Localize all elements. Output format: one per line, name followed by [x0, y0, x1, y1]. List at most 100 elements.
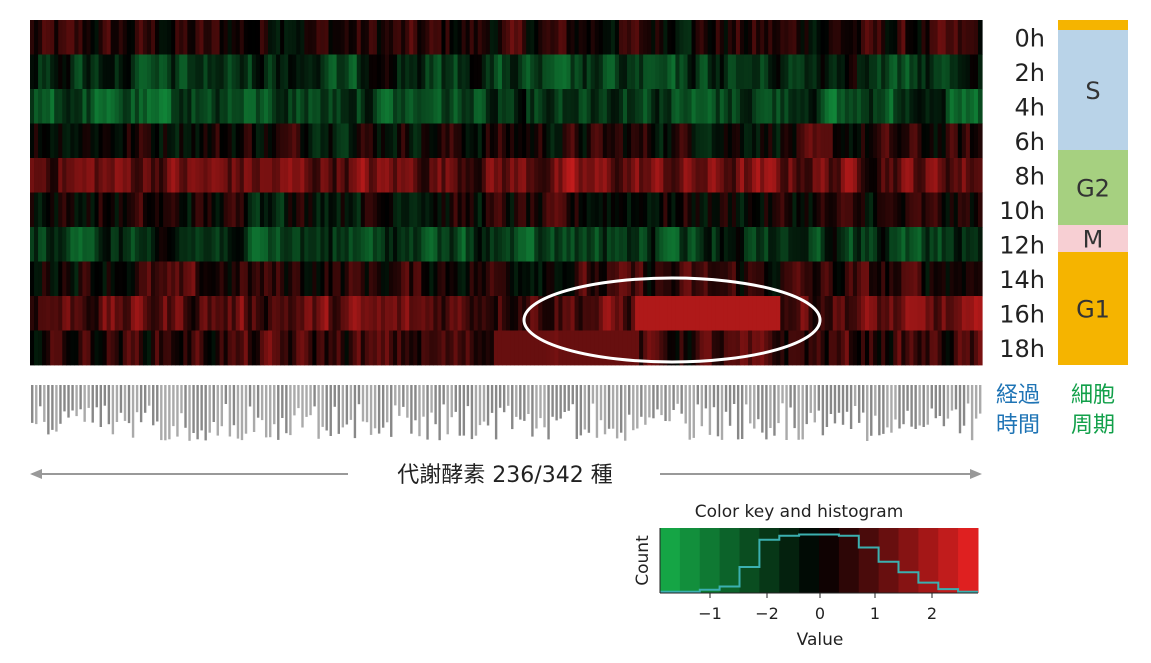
heatmap-cell: [554, 54, 560, 90]
heatmap-cell: [199, 123, 205, 159]
gene-label-mark: [188, 385, 191, 441]
heatmap-cell: [441, 192, 447, 228]
heatmap-cell: [614, 330, 620, 366]
heatmap-cell: [207, 261, 213, 297]
heatmap-cell: [199, 261, 205, 297]
color-key-swatch: [660, 528, 681, 593]
heatmap-cell: [179, 330, 184, 366]
heatmap-cell: [622, 227, 628, 262]
heatmap-cell: [510, 227, 515, 262]
heatmap-cell: [699, 89, 705, 124]
heatmap-cell: [756, 123, 761, 159]
heatmap-cell: [102, 123, 108, 159]
heatmap-cell: [574, 227, 580, 262]
heatmap-cell: [397, 261, 402, 297]
heatmap-cell: [514, 227, 519, 262]
heatmap-cell: [711, 20, 717, 55]
heatmap-cell: [425, 158, 430, 193]
heatmap-cell: [860, 123, 866, 159]
color-key-swatch: [799, 528, 820, 593]
heatmap-cell: [723, 227, 729, 262]
heatmap-cell: [752, 54, 757, 90]
heatmap-cell: [62, 123, 67, 159]
heatmap-cell: [38, 296, 43, 331]
heatmap-cell: [881, 296, 886, 331]
heatmap-cell: [70, 261, 75, 297]
heatmap-cell: [296, 192, 301, 228]
heatmap-cell: [231, 20, 237, 55]
heatmap-cell: [554, 261, 560, 297]
heatmap-cell: [477, 227, 483, 262]
heatmap-cell: [142, 330, 148, 366]
gene-label-mark: [248, 385, 252, 407]
heatmap-cell: [66, 89, 71, 124]
heatmap-cell: [554, 158, 560, 193]
heatmap-cell: [909, 20, 915, 55]
heatmap-cell: [304, 158, 309, 193]
heatmap-cell: [594, 89, 600, 124]
heatmap-cell: [493, 158, 499, 193]
heatmap-cell: [38, 261, 43, 297]
heatmap-cell: [356, 20, 362, 55]
heatmap-cell: [848, 158, 854, 193]
heatmap-cell: [493, 20, 499, 55]
heatmap-row-10h: [30, 192, 983, 228]
heatmap-cell: [606, 192, 612, 228]
heatmap-cell: [631, 89, 636, 124]
heatmap-cell: [58, 192, 63, 228]
heatmap-cell: [639, 89, 644, 124]
heatmap-cell: [175, 89, 180, 124]
gene-label-mark: [494, 385, 498, 440]
gene-label-mark: [777, 385, 780, 424]
heatmap-cell: [175, 192, 180, 228]
heatmap-cell: [590, 227, 596, 262]
heatmap-cell: [647, 330, 652, 366]
heatmap-cell: [433, 54, 439, 90]
heatmap-cell: [526, 192, 531, 228]
heatmap-cell: [953, 261, 959, 297]
heatmap-cell: [973, 89, 979, 124]
heatmap-cell: [163, 227, 168, 262]
heatmap-cell: [344, 54, 350, 90]
heatmap-cell: [364, 192, 370, 228]
heatmap-cell: [255, 123, 261, 159]
heatmap-cell: [820, 192, 826, 228]
heatmap-cell: [50, 296, 55, 331]
heatmap-cell: [146, 89, 152, 124]
heatmap-cell: [969, 261, 975, 297]
heatmap-cell: [397, 192, 402, 228]
heatmap-cell: [437, 227, 443, 262]
heatmap-cell: [118, 330, 124, 366]
heatmap-cell: [272, 261, 277, 297]
heatmap-cell: [292, 89, 297, 124]
heatmap-cell: [731, 192, 737, 228]
heatmap-cell: [897, 20, 902, 55]
heatmap-cell: [925, 330, 931, 366]
heatmap-cell: [247, 158, 253, 193]
heatmap-cell: [126, 261, 132, 297]
heatmap-cell: [675, 296, 681, 331]
heatmap-cell: [493, 54, 499, 90]
heatmap-cell: [352, 296, 358, 331]
heatmap-cell: [114, 123, 120, 159]
heatmap-cell: [485, 296, 491, 331]
heatmap-cell: [873, 261, 878, 297]
heatmap-cell: [703, 192, 709, 228]
heatmap-cell: [651, 296, 656, 331]
gene-label-mark: [216, 385, 219, 436]
gene-label-mark: [519, 385, 522, 420]
heatmap-cell: [155, 330, 160, 366]
heatmap-cell: [251, 158, 257, 193]
heatmap-cell: [945, 296, 951, 331]
heatmap-cell: [514, 330, 519, 366]
heatmap-cell: [800, 158, 806, 193]
heatmap-cell: [852, 330, 858, 366]
gene-label-mark: [817, 385, 821, 411]
heatmap-cell: [788, 227, 793, 262]
heatmap-cell: [675, 20, 681, 55]
heatmap-cell: [869, 89, 874, 124]
heatmap-cell: [534, 20, 539, 55]
heatmap-cell: [207, 192, 213, 228]
heatmap-cell: [913, 20, 919, 55]
heatmap-cell: [340, 123, 346, 159]
